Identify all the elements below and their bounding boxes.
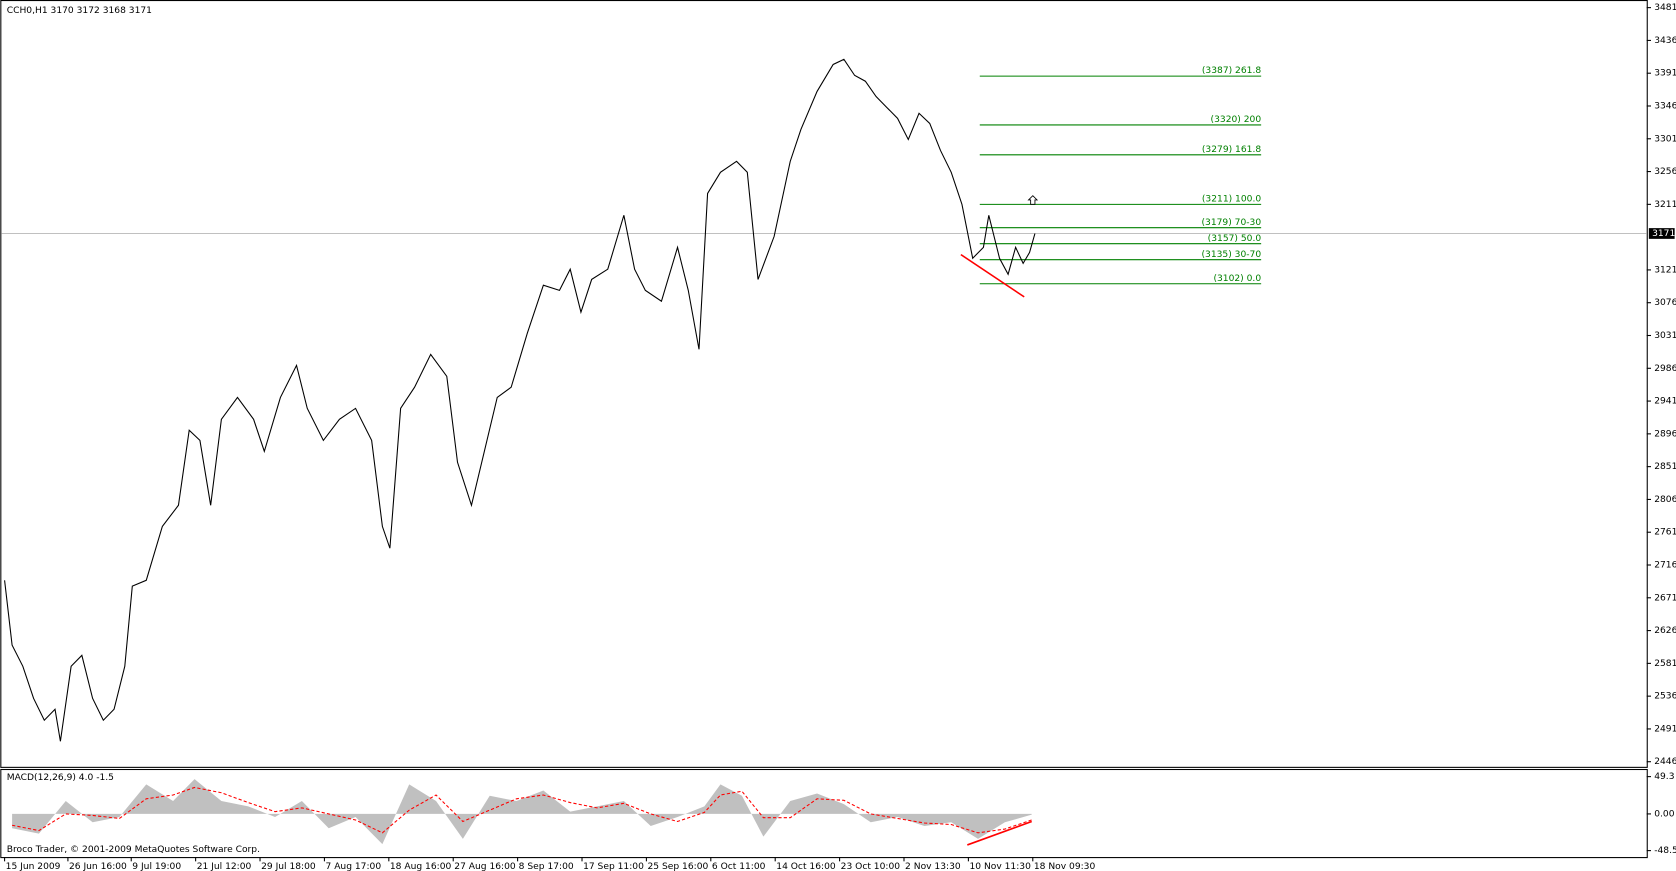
y-tick-label: 49.3: [1654, 772, 1674, 782]
x-tick-label: 17 Sep 11:00: [583, 862, 644, 871]
y-tick-label: 2896: [1654, 429, 1676, 439]
y-tick-label: 3346: [1654, 101, 1676, 111]
y-tick-label: 2716: [1654, 561, 1676, 571]
up-arrow: [1027, 195, 1039, 205]
y-tick-label: 2446: [1654, 757, 1676, 767]
x-tick-label: 18 Nov 09:30: [1034, 862, 1096, 871]
x-tick-label: 2 Nov 13:30: [905, 862, 961, 871]
chart-title: CCH0,H1 3170 3172 3168 3171: [7, 6, 152, 16]
fib-label: (3135) 30-70: [1201, 250, 1261, 260]
x-tick-label: 25 Sep 16:00: [647, 862, 708, 871]
fib-label: (3211) 100.0: [1202, 194, 1261, 204]
x-tick-label: 14 Oct 16:00: [776, 862, 836, 871]
y-tick-label: 2986: [1654, 364, 1676, 374]
y-tick-label: 3391: [1654, 69, 1676, 79]
y-tick-label: 2941: [1654, 397, 1676, 407]
price-panel: [0, 0, 1648, 768]
y-tick-label: 2851: [1654, 462, 1676, 472]
y-tick-label: 2581: [1654, 659, 1676, 669]
y-tick-label: 2626: [1654, 626, 1676, 636]
y-tick-label: 3121: [1654, 265, 1676, 275]
fib-label: (3179) 70-30: [1201, 218, 1261, 228]
trendline: [960, 253, 1025, 298]
y-tick-label: 0.00: [1654, 809, 1674, 819]
fib-label: (3387) 261.8: [1202, 66, 1261, 76]
y-tick-label: 3301: [1654, 134, 1676, 144]
fib-label: (3279) 161.8: [1202, 145, 1261, 155]
x-tick-label: 8 Sep 17:00: [519, 862, 574, 871]
y-tick-label: 3256: [1654, 167, 1676, 177]
y-tick-label: 3076: [1654, 298, 1676, 308]
x-tick-label: 9 Jul 19:00: [132, 862, 181, 871]
y-tick-label: 2671: [1654, 593, 1676, 603]
last-price-label: 3171: [1652, 229, 1675, 239]
signal-line: [11, 786, 1032, 834]
y-tick-label: 3436: [1654, 36, 1676, 46]
x-tick-label: 29 Jul 18:00: [261, 862, 316, 871]
footer: Broco Trader, © 2001-2009 MetaQuotes Sof…: [7, 845, 260, 855]
x-tick-label: 15 Jun 2009: [6, 862, 61, 871]
trendline: [967, 820, 1032, 846]
x-tick-label: 6 Oct 11:00: [712, 862, 766, 871]
y-tick-label: 2761: [1654, 528, 1676, 538]
x-tick-label: 26 Jun 16:00: [69, 862, 127, 871]
macd-title: MACD(12,26,9) 4.0 -1.5: [7, 773, 114, 783]
last-price-box: [1648, 228, 1675, 239]
y-tick-label: 3211: [1654, 200, 1676, 210]
y-tick-label: 2536: [1654, 692, 1676, 702]
y-tick-label: -48.5: [1654, 846, 1676, 856]
x-tick-label: 23 Oct 10:00: [841, 862, 901, 871]
y-tick-label: 3481: [1654, 3, 1676, 13]
y-tick-label: 2806: [1654, 495, 1676, 505]
fib-label: (3102) 0.0: [1213, 274, 1261, 284]
x-tick-label: 18 Aug 16:00: [390, 862, 452, 871]
y-tick-label: 2491: [1654, 724, 1676, 734]
price-line: [4, 58, 1036, 742]
y-tick-label: 3031: [1654, 331, 1676, 341]
x-tick-label: 7 Aug 17:00: [325, 862, 381, 871]
x-tick-label: 10 Nov 11:30: [969, 862, 1031, 871]
x-tick-label: 21 Jul 12:00: [197, 862, 252, 871]
fib-label: (3320) 200: [1211, 115, 1262, 125]
macd-histogram: [12, 779, 1032, 845]
x-tick-label: 27 Aug 16:00: [454, 862, 516, 871]
fib-label: (3157) 50.0: [1208, 234, 1262, 244]
